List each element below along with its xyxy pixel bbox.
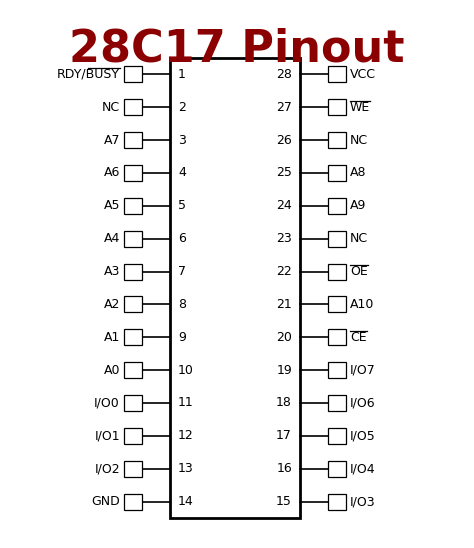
Bar: [124, 329, 142, 345]
Bar: [328, 165, 346, 181]
Text: 2: 2: [178, 101, 186, 114]
Text: WE: WE: [350, 101, 370, 114]
Bar: [328, 428, 346, 444]
Text: 17: 17: [276, 429, 292, 442]
Text: 20: 20: [276, 331, 292, 344]
Text: 11: 11: [178, 397, 194, 409]
Text: 25: 25: [276, 167, 292, 180]
Text: 15: 15: [276, 495, 292, 508]
Bar: [124, 461, 142, 477]
Bar: [328, 231, 346, 247]
Text: 1: 1: [178, 68, 186, 81]
Text: A4: A4: [104, 232, 120, 245]
Bar: [328, 99, 346, 115]
Bar: [170, 58, 300, 518]
Text: 10: 10: [178, 364, 194, 376]
Text: A10: A10: [350, 298, 374, 311]
Bar: [328, 362, 346, 378]
Bar: [328, 198, 346, 214]
Text: I/O6: I/O6: [350, 397, 375, 409]
Text: 13: 13: [178, 462, 194, 475]
Bar: [328, 264, 346, 279]
Bar: [124, 231, 142, 247]
Text: A6: A6: [104, 167, 120, 180]
Bar: [124, 198, 142, 214]
Text: A8: A8: [350, 167, 366, 180]
Text: 19: 19: [276, 364, 292, 376]
Text: 23: 23: [276, 232, 292, 245]
Text: A5: A5: [103, 199, 120, 213]
Text: A0: A0: [103, 364, 120, 376]
Text: NC: NC: [350, 134, 368, 147]
Bar: [124, 132, 142, 148]
Text: 8: 8: [178, 298, 186, 311]
Bar: [124, 264, 142, 279]
Bar: [328, 329, 346, 345]
Bar: [124, 428, 142, 444]
Text: 18: 18: [276, 397, 292, 409]
Text: CE: CE: [350, 331, 366, 344]
Text: A7: A7: [103, 134, 120, 147]
Text: I/O1: I/O1: [94, 429, 120, 442]
Text: GND: GND: [91, 495, 120, 508]
Text: 28C17 Pinout: 28C17 Pinout: [69, 28, 405, 71]
Bar: [124, 99, 142, 115]
Text: I/O4: I/O4: [350, 462, 375, 475]
Text: 26: 26: [276, 134, 292, 147]
Bar: [328, 395, 346, 411]
Text: A1: A1: [104, 331, 120, 344]
Text: 3: 3: [178, 134, 186, 147]
Bar: [328, 494, 346, 510]
Text: I/O5: I/O5: [350, 429, 376, 442]
Text: I/O2: I/O2: [94, 462, 120, 475]
Text: 21: 21: [276, 298, 292, 311]
Bar: [124, 494, 142, 510]
Text: 12: 12: [178, 429, 194, 442]
Text: OE: OE: [350, 265, 368, 278]
Bar: [328, 132, 346, 148]
Bar: [328, 461, 346, 477]
Bar: [124, 395, 142, 411]
Text: 7: 7: [178, 265, 186, 278]
Text: 4: 4: [178, 167, 186, 180]
Text: RDY/BUSY: RDY/BUSY: [57, 68, 120, 81]
Bar: [124, 66, 142, 82]
Bar: [328, 296, 346, 312]
Text: I/O0: I/O0: [94, 397, 120, 409]
Text: 22: 22: [276, 265, 292, 278]
Text: NC: NC: [350, 232, 368, 245]
Bar: [124, 296, 142, 312]
Text: 5: 5: [178, 199, 186, 213]
Bar: [328, 66, 346, 82]
Bar: [124, 362, 142, 378]
Text: 9: 9: [178, 331, 186, 344]
Text: A2: A2: [104, 298, 120, 311]
Text: 28: 28: [276, 68, 292, 81]
Text: I/O7: I/O7: [350, 364, 376, 376]
Text: I/O3: I/O3: [350, 495, 375, 508]
Bar: [124, 165, 142, 181]
Text: A9: A9: [350, 199, 366, 213]
Text: 24: 24: [276, 199, 292, 213]
Text: 14: 14: [178, 495, 194, 508]
Text: A3: A3: [104, 265, 120, 278]
Text: VCC: VCC: [350, 68, 376, 81]
Text: 27: 27: [276, 101, 292, 114]
Text: NC: NC: [102, 101, 120, 114]
Text: 16: 16: [276, 462, 292, 475]
Text: 6: 6: [178, 232, 186, 245]
